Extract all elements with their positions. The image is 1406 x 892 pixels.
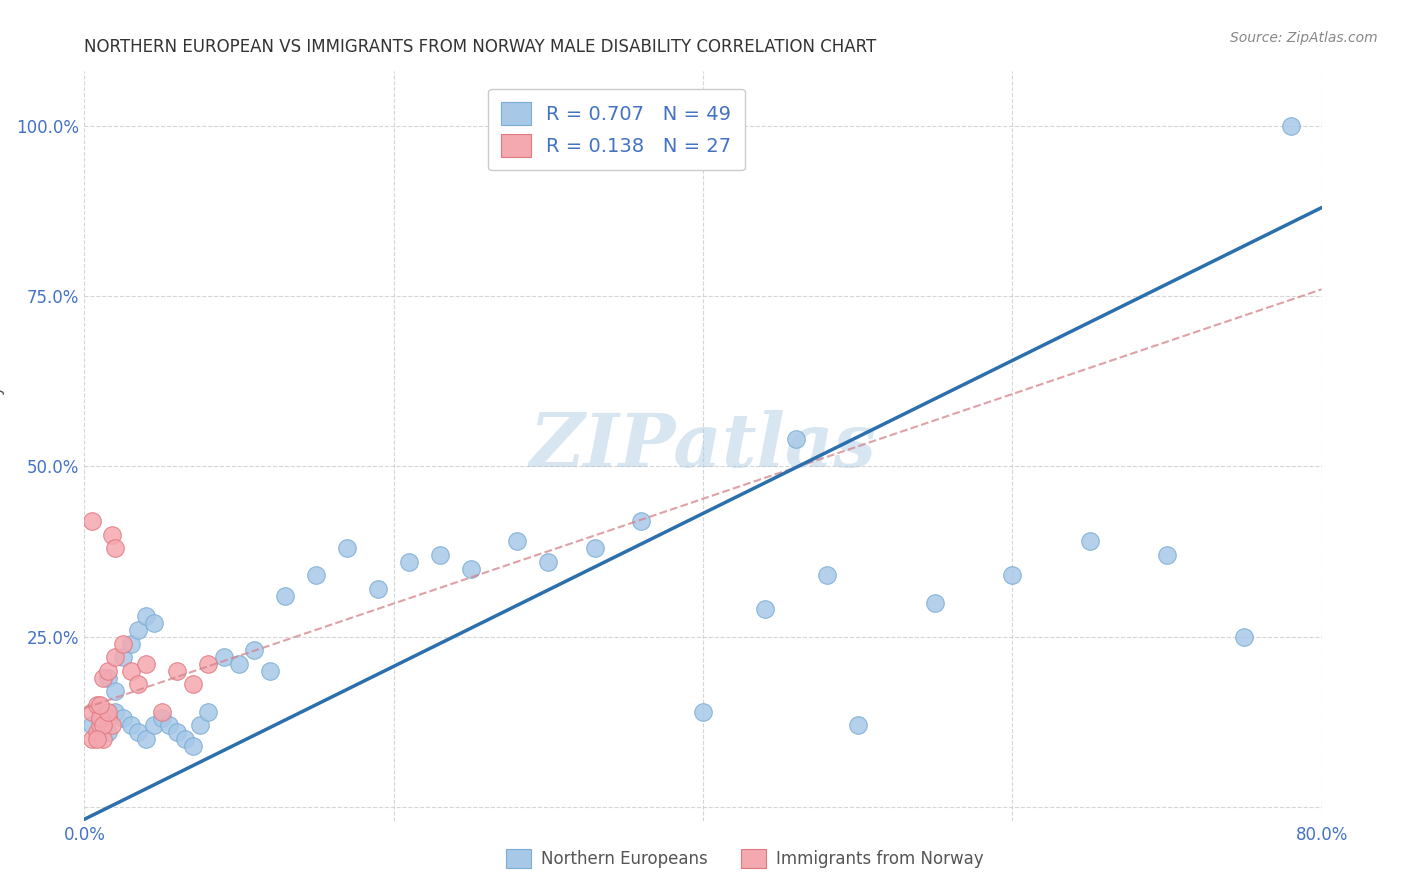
Point [506,534,529,549]
Point [89,698,111,712]
Point [91,718,114,732]
Point [583,541,606,556]
Point [212,650,235,665]
Point [104,684,127,698]
Point [112,636,135,650]
Point [96,711,118,725]
Point [89,711,111,725]
Point [1001,568,1024,582]
Point [86,731,108,746]
Point [143,718,166,732]
Point [692,705,714,719]
Point [630,514,652,528]
Point [274,589,297,603]
Point [96,725,118,739]
Point [82,705,104,719]
Point [86,725,108,739]
Point [785,432,807,446]
Point [101,718,124,732]
Point [243,643,266,657]
Point [135,609,157,624]
Point [1233,630,1256,644]
Point [127,677,149,691]
Point [166,664,188,678]
Point [1078,534,1101,549]
Point [1279,119,1302,133]
Point [150,705,173,719]
Point [181,677,204,691]
Point [120,664,142,678]
Point [89,711,111,725]
Point [846,718,869,732]
Point [537,555,560,569]
Point [104,650,127,665]
Text: ZIPatlas: ZIPatlas [530,409,876,483]
Point [188,718,211,732]
Point [924,596,946,610]
Point [127,725,149,739]
Point [305,568,328,582]
Point [143,616,166,631]
Point [135,657,157,671]
Point [104,541,127,556]
Point [259,664,281,678]
Legend: R = 0.707   N = 49, R = 0.138   N = 27: R = 0.707 N = 49, R = 0.138 N = 27 [488,88,745,170]
Point [86,698,108,712]
Point [112,650,135,665]
Point [120,636,142,650]
Point [82,718,104,732]
Text: NORTHERN EUROPEAN VS IMMIGRANTS FROM NORWAY MALE DISABILITY CORRELATION CHART: NORTHERN EUROPEAN VS IMMIGRANTS FROM NOR… [84,38,876,56]
Point [120,718,142,732]
Y-axis label: Male Disability: Male Disability [0,385,6,507]
Point [398,555,420,569]
Text: Source: ZipAtlas.com: Source: ZipAtlas.com [1230,31,1378,45]
Point [96,705,118,719]
Point [82,514,104,528]
Point [336,541,359,556]
Point [127,623,149,637]
Point [1156,548,1178,562]
Point [101,527,124,541]
Point [174,731,197,746]
Point [754,602,776,616]
Point [104,705,127,719]
Point [91,671,114,685]
Point [166,725,188,739]
Point [197,705,219,719]
Point [150,711,173,725]
Point [96,671,118,685]
Point [135,731,157,746]
Point [96,664,118,678]
Point [159,718,180,732]
Point [815,568,838,582]
Point [181,739,204,753]
Legend: Northern Europeans, Immigrants from Norway: Northern Europeans, Immigrants from Norw… [499,842,991,875]
Point [197,657,219,671]
Point [82,731,104,746]
Point [367,582,389,596]
Point [89,718,111,732]
Point [460,561,482,575]
Point [112,711,135,725]
Point [429,548,451,562]
Point [228,657,250,671]
Point [91,731,114,746]
